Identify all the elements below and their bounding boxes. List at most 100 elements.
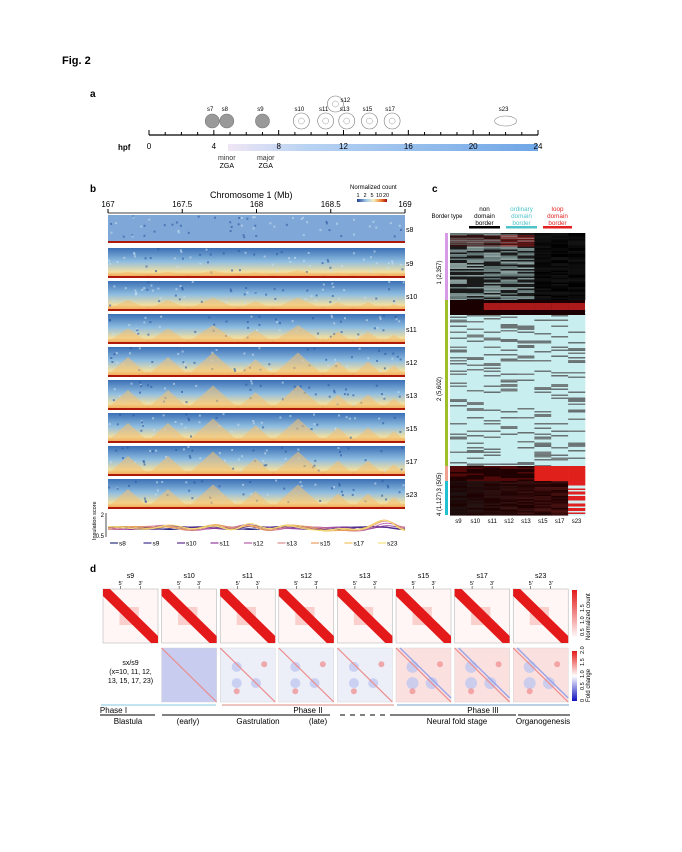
border-heatmap-cell [568, 269, 586, 271]
border-heatmap-cell [568, 275, 586, 277]
border-heatmap-cell [450, 316, 468, 319]
hic-noise-speck [158, 300, 161, 303]
hic-noise-speck [205, 248, 208, 251]
border-heatmap-cell [551, 342, 569, 344]
stage-label: (late) [309, 717, 328, 726]
border-heatmap-cell [551, 375, 569, 377]
border-heatmap-cell [551, 384, 569, 386]
border-heatmap-cell [466, 269, 485, 271]
hic-noise-speck [250, 382, 253, 385]
hic-noise-speck [319, 499, 322, 502]
border-heatmap-cell [568, 330, 586, 332]
border-heatmap-cell [450, 439, 468, 442]
hic-noise-speck [325, 358, 328, 361]
hic-noise-speck [355, 336, 358, 339]
border-heatmap-cell [551, 318, 569, 320]
border-heatmap-cell [568, 511, 586, 513]
border-heatmap-cell [500, 481, 518, 483]
border-heatmap-cell [466, 315, 485, 317]
border-heatmap-cell [466, 328, 485, 331]
border-heatmap-cell [450, 421, 468, 424]
border-heatmap-cell [517, 503, 535, 506]
border-heatmap-cell [534, 433, 552, 436]
hic-noise-speck [190, 435, 193, 438]
border-heatmap-cell [534, 340, 552, 343]
border-heatmap-cell [466, 327, 485, 329]
hic-noise-speck [354, 417, 357, 420]
border-heatmap-cell [568, 248, 586, 250]
border-heatmap-cell [466, 267, 485, 270]
panel-c-label: c [432, 184, 438, 195]
hic-noise-speck [188, 455, 191, 458]
border-heatmap-cell [483, 467, 501, 470]
border-heatmap-cell [500, 357, 518, 359]
border-heatmap-cell [466, 367, 485, 370]
border-heatmap-cell [500, 299, 518, 301]
border-heatmap-cell [466, 514, 485, 516]
hic-track-s8 [108, 215, 405, 243]
border-heatmap-cell [466, 345, 485, 347]
border-heatmap-cell [517, 424, 535, 427]
hic-noise-speck [149, 321, 152, 324]
hic-noise-speck [333, 391, 336, 394]
border-heatmap-cell [466, 438, 485, 440]
stage-label: Blastula [114, 717, 143, 726]
border-heatmap-cell [517, 243, 535, 245]
border-heatmap-cell [551, 451, 569, 454]
border-heatmap-cell [466, 276, 485, 279]
border-heatmap-cell [500, 418, 518, 421]
border-heatmap-cell [483, 282, 501, 285]
hic-noise-speck [333, 486, 336, 489]
border-heatmap-cell [450, 363, 468, 365]
hic-noise-speck [179, 249, 182, 252]
border-heatmap-cell [483, 435, 501, 437]
border-heatmap-cell [500, 405, 518, 407]
border-heatmap-cell [534, 467, 552, 470]
border-heatmap-cell [534, 459, 552, 461]
border-heatmap-cell [483, 336, 501, 338]
border-heatmap-cell [483, 445, 501, 448]
embryo-inner-icon [298, 117, 305, 125]
border-heatmap-cell [500, 409, 518, 412]
border-heatmap-cell [517, 378, 535, 380]
hic-noise-speck [351, 493, 354, 496]
border-heatmap-cell [466, 512, 485, 515]
colorbar-tick-label: 20 [383, 193, 389, 199]
border-heatmap-cell [500, 352, 518, 355]
border-heatmap-cell [483, 421, 501, 424]
hic-noise-speck [231, 269, 234, 272]
border-heatmap-cell [466, 397, 485, 400]
border-heatmap-block [568, 303, 585, 310]
border-heatmap-cell [534, 248, 552, 250]
tad-triangle [323, 361, 353, 375]
border-heatmap-cell [483, 493, 501, 495]
border-heatmap-cell [483, 321, 501, 323]
hic-noise-speck [156, 481, 159, 484]
border-heatmap-cell [466, 387, 485, 389]
border-heatmap-cell [483, 340, 501, 343]
hic-noise-speck [208, 316, 211, 319]
hic-noise-speck [266, 493, 269, 496]
tad-triangle [238, 359, 273, 375]
border-heatmap-cell [450, 436, 468, 439]
border-heatmap-cell [483, 233, 501, 235]
hic-noise-speck [322, 283, 325, 286]
hic-noise-speck [383, 469, 386, 472]
zga-gradient-bar [228, 144, 538, 151]
border-heatmap-cell [551, 266, 569, 268]
colorbar1-tick: 1.5 [580, 604, 586, 612]
border-heatmap-cell [466, 411, 485, 413]
hic-noise-speck [375, 297, 378, 300]
border-heatmap-cell [568, 432, 586, 434]
tad-triangle [383, 464, 405, 474]
hic-noise-speck [188, 419, 191, 422]
border-heatmap-cell [500, 369, 518, 371]
border-heatmap-cell [500, 412, 518, 415]
border-heatmap-cell [517, 451, 535, 454]
legend-label: s9 [153, 541, 160, 548]
hic-noise-speck [147, 281, 150, 284]
border-heatmap-cell [466, 456, 485, 458]
border-heatmap-cell [517, 379, 535, 382]
border-heatmap-cell [450, 511, 468, 513]
border-heatmap-cell [551, 423, 569, 425]
